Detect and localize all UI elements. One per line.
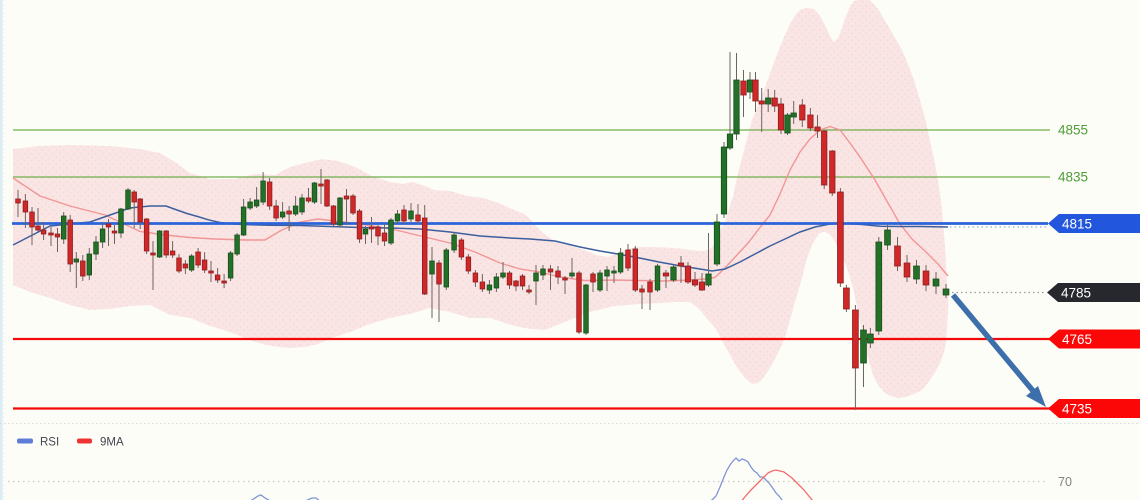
svg-text:70: 70: [1058, 475, 1072, 489]
svg-text:RSI: RSI: [40, 437, 59, 449]
svg-text:4855: 4855: [1058, 123, 1088, 138]
svg-text:4835: 4835: [1058, 170, 1088, 185]
svg-text:4815: 4815: [1062, 216, 1092, 231]
svg-text:4735: 4735: [1062, 401, 1092, 416]
svg-text:9MA: 9MA: [100, 437, 124, 449]
svg-text:4785: 4785: [1061, 285, 1091, 300]
svg-text:4765: 4765: [1062, 332, 1092, 347]
